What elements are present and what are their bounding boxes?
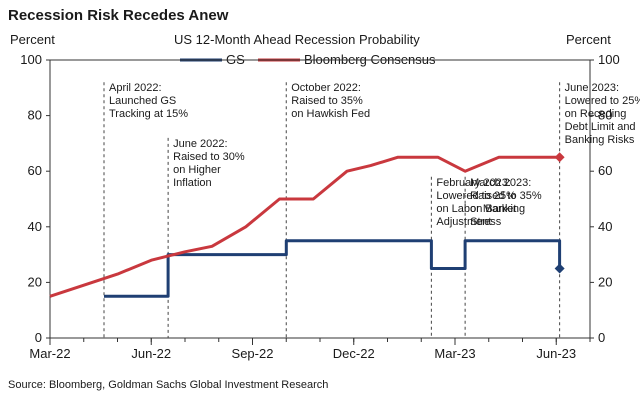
event-annotation-line: on Labor Market: [436, 203, 516, 215]
event-annotation-line: Banking Risks: [565, 134, 635, 146]
y-tick-left-label: 20: [28, 274, 42, 289]
gs-series-line: [104, 239, 562, 298]
y-tick-right-label: 0: [598, 330, 605, 345]
x-tick-label: Sep-22: [232, 346, 274, 361]
event-annotation-line: on Hawkish Fed: [291, 108, 370, 120]
event-annotation-line: Lowered to 25%: [565, 95, 640, 107]
event-annotation: February 2023: Lowered to 25% on Labor Mar…: [436, 177, 516, 228]
bloomberg-end-marker: [554, 152, 565, 163]
event-annotation-line: June 2022:: [173, 138, 227, 150]
gs-end-marker: [554, 263, 565, 274]
bloomberg-series-line: [49, 155, 560, 298]
event-annotation-line: June 2023:: [565, 82, 619, 94]
event-annotation: April 2022: Launched GS Tracking at 15%: [109, 82, 188, 120]
event-annotation-line: Debt Limit and: [565, 121, 636, 133]
y-tick-right-label: 20: [598, 274, 612, 289]
event-annotation-line: Lowered to 25%: [436, 190, 516, 202]
event-annotation-line: Stress: [470, 216, 502, 228]
x-tick-label: Jun-22: [131, 346, 171, 361]
y-tick-left-label: 0: [35, 330, 42, 345]
y-tick-right-label: 60: [598, 163, 612, 178]
event-annotation-line: on Receding: [565, 108, 627, 120]
event-annotation-line: October 2022:: [291, 82, 361, 94]
chart-subtitle: US 12-Month Ahead Recession Probability: [174, 32, 420, 47]
event-annotation-line: March 2023:: [470, 177, 531, 189]
y-tick-right-label: 80: [598, 108, 612, 123]
y-tick-left-label: 40: [28, 219, 42, 234]
event-annotation: March 2023: Raised to 35% on Banking Stress: [470, 177, 542, 228]
event-annotation-line: Launched GS: [109, 95, 176, 107]
event-annotation: June 2022: Raised to 30% on Higher Inflatio…: [173, 138, 245, 189]
event-annotation-line: on Higher: [173, 164, 221, 176]
x-tick-label: Jun-23: [536, 346, 576, 361]
event-annotation: June 2023: Lowered to 25% on Receding Debt …: [565, 82, 640, 146]
tick-layer: 0 0 20 20 40 40 60 60 80 80 100 100 Mar-22 Jun-22 Sep-…: [20, 52, 619, 361]
chart-title: Recession Risk Recedes Anew: [8, 7, 229, 24]
event-annotation-line: Raised to 35%: [291, 95, 363, 107]
event-annotation-line: Inflation: [173, 177, 212, 189]
event-annotation-line: April 2022:: [109, 82, 162, 94]
event-annotation-line: Adjustment: [436, 216, 491, 228]
right-axis-unit: Percent: [566, 32, 611, 47]
event-annotation-line: on Banking: [470, 203, 525, 215]
x-tick-label: Dec-22: [333, 346, 375, 361]
event-annotation-line: Raised to 35%: [470, 190, 542, 202]
series-layer: [49, 152, 565, 298]
x-tick-label: Mar-22: [29, 346, 70, 361]
y-tick-right-label: 100: [598, 52, 620, 67]
annotation-layer: April 2022: Launched GS Tracking at 15% Jun…: [109, 82, 640, 228]
y-tick-right-label: 40: [598, 219, 612, 234]
left-axis-unit: Percent: [10, 32, 55, 47]
event-annotation: October 2022: Raised to 35% on Hawkish Fed: [291, 82, 370, 120]
source-note: Source: Bloomberg, Goldman Sachs Global …: [8, 379, 328, 391]
y-tick-left-label: 100: [20, 52, 42, 67]
event-annotation-line: February 2023:: [436, 177, 511, 189]
event-annotation-line: Raised to 30%: [173, 151, 245, 163]
event-annotation-line: Tracking at 15%: [109, 108, 188, 120]
y-tick-left-label: 60: [28, 163, 42, 178]
y-tick-left-label: 80: [28, 108, 42, 123]
x-tick-label: Mar-23: [434, 346, 475, 361]
